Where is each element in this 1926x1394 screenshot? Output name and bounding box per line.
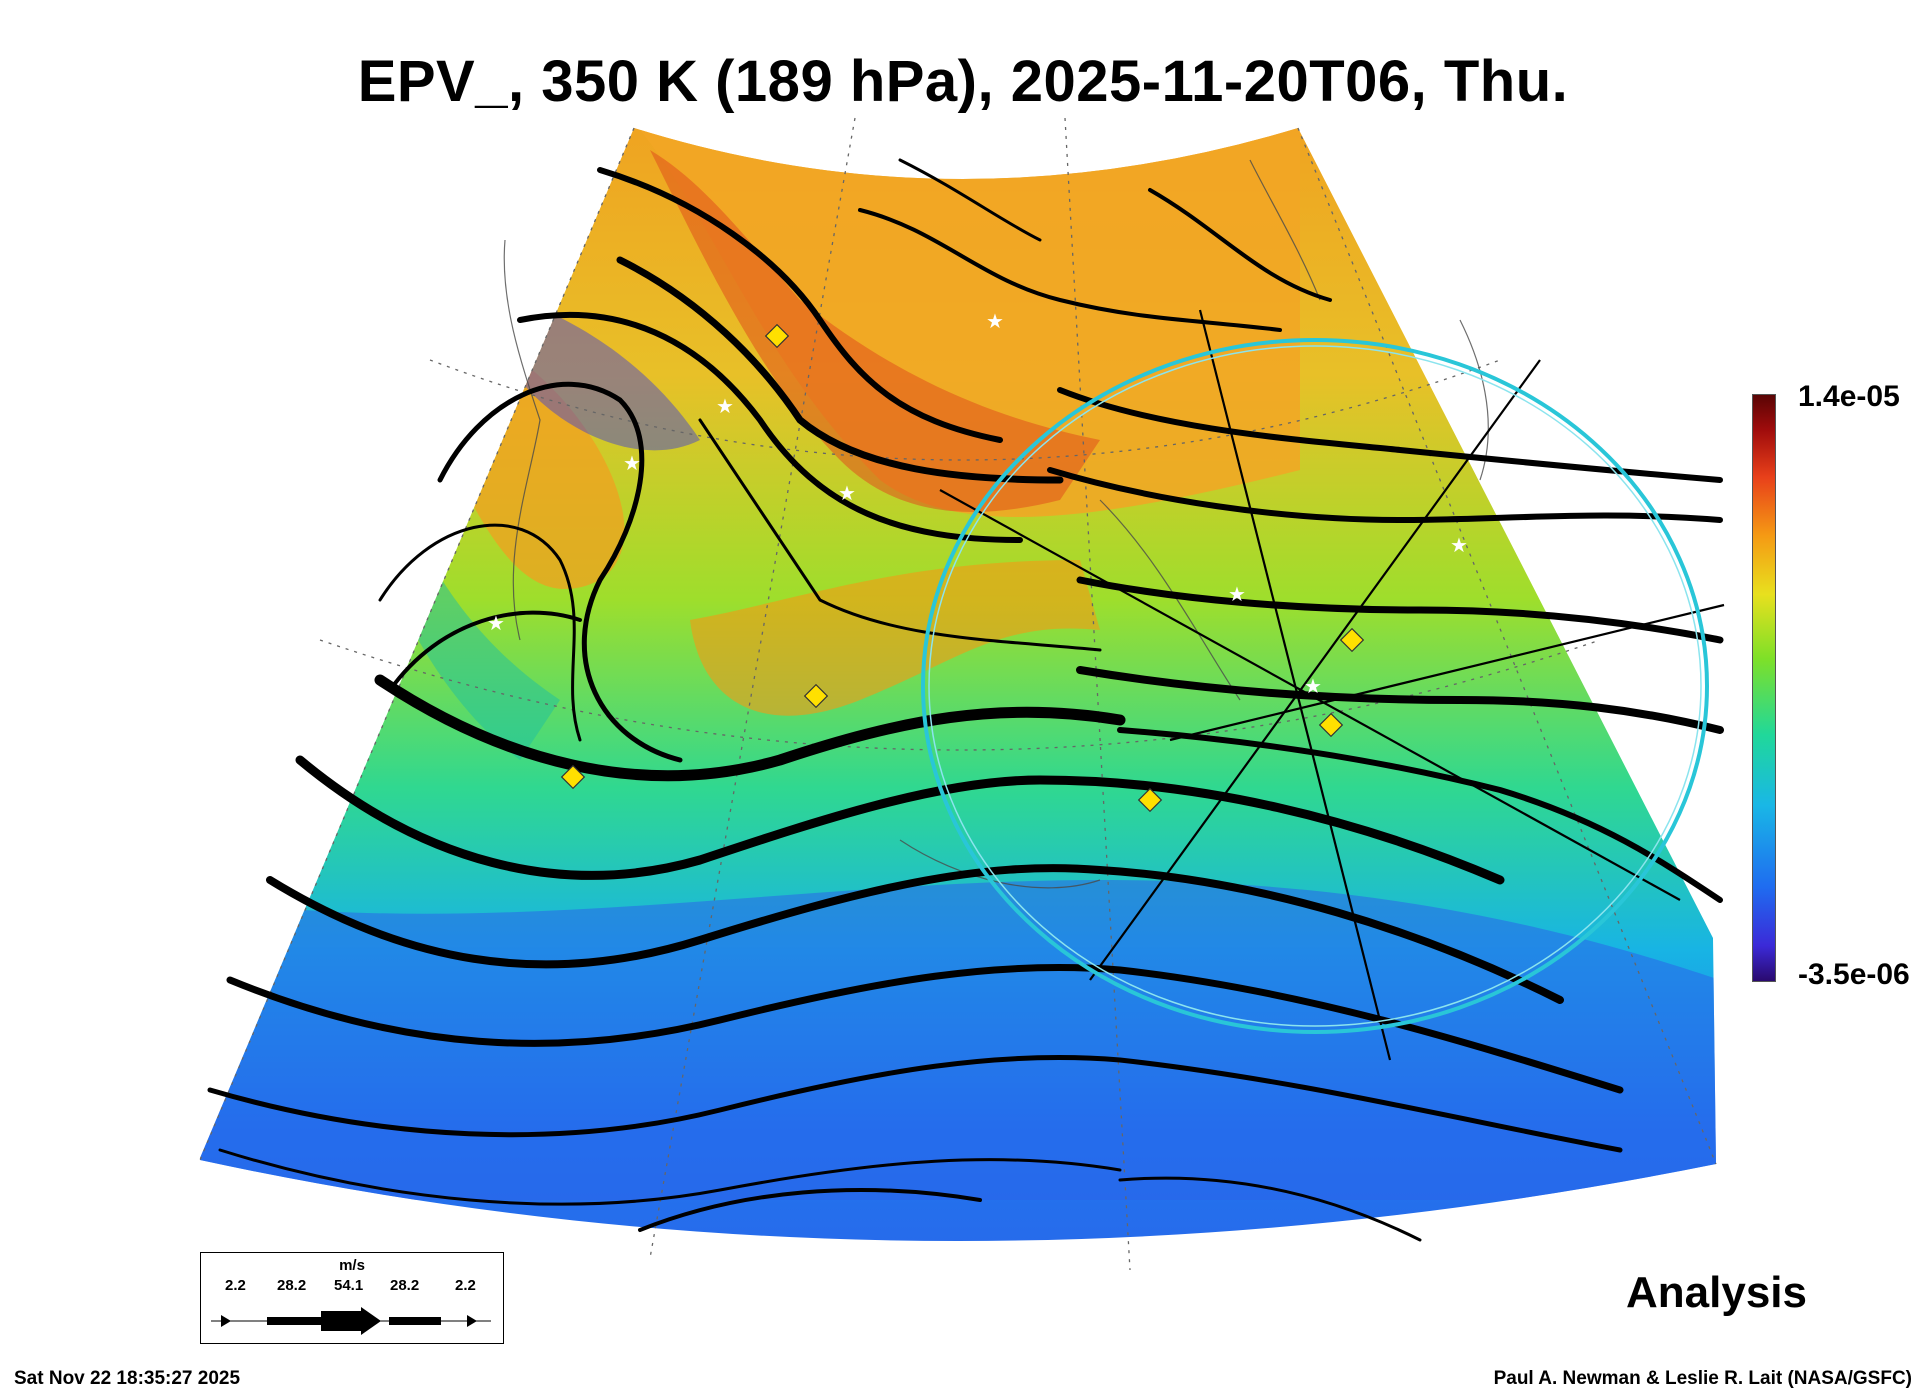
wind-legend-unit: m/s [339, 1257, 365, 1274]
star-marker: ★ [716, 394, 734, 418]
map-title: EPV_, 350 K (189 hPa), 2025-11-20T06, Th… [357, 49, 1569, 114]
colorbar-min-label: -3.5e-06 [1798, 958, 1910, 991]
diamond-marker [803, 683, 829, 709]
star-marker: ★ [838, 481, 856, 505]
star-marker: ★ [1228, 582, 1246, 606]
diamond-marker [560, 764, 586, 790]
colorbar [1752, 394, 1776, 982]
wind-legend-value: 54.1 [334, 1277, 364, 1294]
product-label: Analysis [1626, 1268, 1807, 1317]
colorbar-max-label: 1.4e-05 [1798, 380, 1900, 413]
star-marker: ★ [1450, 533, 1468, 557]
star-marker: ★ [623, 451, 641, 475]
diamond-marker [1318, 712, 1344, 738]
graticule [199, 117, 1717, 1271]
wind-legend-value: 2.2 [225, 1277, 246, 1294]
credit: Paul A. Newman & Leslie R. Lait (NASA/GS… [1493, 1368, 1912, 1389]
timestamp: Sat Nov 22 18:35:27 2025 [14, 1368, 241, 1389]
station-markers: ★ ★ ★ ★ ★ ★ ★ ★ [487, 309, 1468, 813]
diamond-marker [764, 323, 790, 349]
star-marker: ★ [986, 309, 1004, 333]
wind-legend-value: 2.2 [455, 1277, 476, 1294]
wind-legend-value: 28.2 [277, 1277, 307, 1294]
analysis-circle [921, 338, 1709, 1034]
wind-speed-legend: m/s 2.2 28.2 54.1 28.2 2.2 [200, 1252, 504, 1344]
wind-legend-arrows [211, 1307, 491, 1335]
wind-legend-value: 28.2 [390, 1277, 420, 1294]
epv-field [200, 128, 1716, 1242]
star-marker: ★ [487, 611, 505, 635]
streamlines [207, 158, 1724, 1242]
cross-section-lines [939, 309, 1725, 1061]
diamond-marker [1137, 787, 1163, 813]
star-marker: ★ [1304, 674, 1322, 698]
diamond-marker [1339, 627, 1365, 653]
